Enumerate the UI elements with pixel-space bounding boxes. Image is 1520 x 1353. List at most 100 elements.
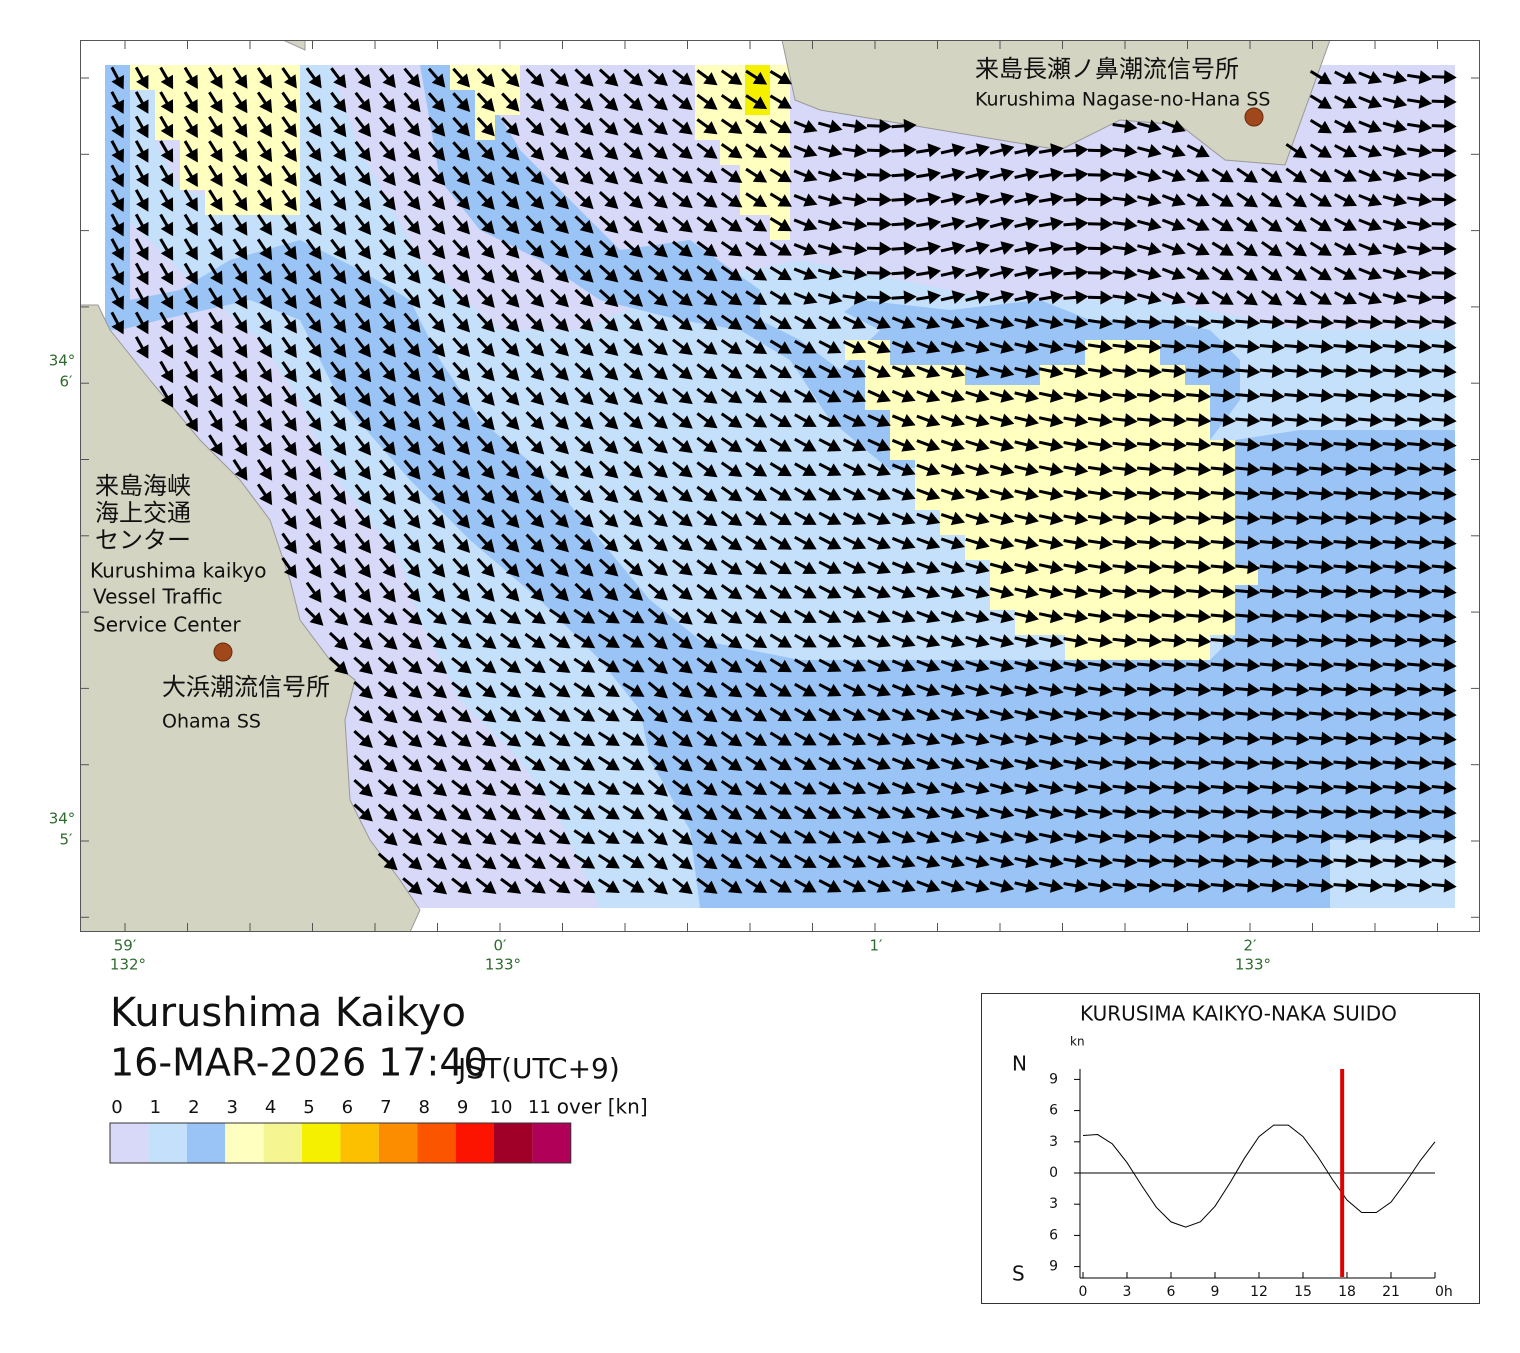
current-arrow	[159, 140, 174, 163]
current-arrow	[452, 67, 471, 88]
current-arrow	[110, 66, 124, 90]
current-arrow	[647, 142, 668, 160]
current-arrow	[1284, 413, 1310, 428]
current-arrow	[1112, 780, 1138, 795]
current-arrow	[745, 608, 768, 624]
current-arrow	[891, 757, 916, 771]
current-arrow	[1038, 388, 1064, 403]
legend-swatch	[302, 1123, 341, 1163]
current-arrow	[1014, 437, 1040, 452]
current-arrow	[1407, 266, 1433, 281]
current-arrow	[1407, 633, 1433, 648]
current-arrow	[1063, 560, 1089, 575]
current-arrow	[1186, 291, 1210, 305]
current-arrow	[232, 336, 248, 359]
current-arrow	[378, 116, 396, 137]
current-arrow	[1038, 413, 1064, 428]
current-arrow	[1382, 658, 1408, 673]
current-arrow	[549, 313, 569, 332]
current-arrow	[794, 633, 817, 648]
current-arrow	[891, 732, 916, 746]
current-arrow	[793, 193, 818, 207]
current-arrow	[867, 879, 891, 893]
current-arrow	[989, 364, 1015, 379]
current-arrow	[1333, 486, 1359, 501]
current-arrow	[940, 511, 966, 526]
current-arrow	[867, 265, 893, 281]
current-arrow	[281, 287, 297, 310]
current-arrow	[525, 533, 545, 553]
lon-label: 133°	[485, 956, 521, 974]
current-arrow	[1112, 707, 1138, 722]
current-arrow	[208, 434, 223, 457]
current-arrow	[818, 389, 842, 403]
current-arrow	[1161, 829, 1187, 844]
current-arrow	[647, 166, 668, 184]
current-arrow	[597, 853, 620, 869]
current-arrow	[281, 214, 297, 236]
current-arrow	[940, 707, 966, 722]
current-arrow	[281, 189, 297, 212]
current-arrow	[256, 287, 273, 310]
current-arrow	[647, 607, 668, 625]
current-arrow	[1137, 805, 1163, 820]
current-arrow	[208, 360, 223, 383]
current-arrow	[524, 657, 546, 674]
current-arrow	[720, 216, 743, 232]
current-arrow	[549, 141, 569, 161]
x-tick-label: 6	[1167, 1284, 1176, 1300]
current-arrow	[1161, 266, 1186, 281]
current-arrow	[720, 437, 743, 453]
current-arrow	[1087, 413, 1113, 428]
current-arrow	[1357, 682, 1384, 697]
map-frame	[80, 40, 1480, 932]
current-arrow	[696, 485, 718, 502]
current-arrow	[1259, 829, 1285, 844]
current-arrow	[574, 141, 594, 161]
current-arrow	[1284, 633, 1310, 648]
current-arrow	[916, 438, 941, 452]
current-arrow	[1112, 364, 1138, 379]
current-arrow	[1210, 756, 1236, 771]
current-arrow	[1112, 805, 1138, 820]
current-arrow	[524, 608, 546, 625]
current-arrow	[696, 363, 718, 380]
current-arrow	[818, 438, 842, 452]
current-arrow	[403, 459, 421, 480]
current-arrow	[720, 94, 743, 110]
current-arrow	[1431, 707, 1457, 722]
current-arrow	[426, 632, 448, 650]
current-arrow	[1431, 462, 1457, 477]
current-arrow	[500, 632, 522, 649]
current-arrow	[1137, 168, 1162, 183]
current-arrow	[377, 852, 398, 871]
current-arrow	[1431, 437, 1457, 452]
current-arrow	[1333, 413, 1359, 428]
current-arrow	[598, 484, 619, 503]
current-arrow	[623, 289, 644, 307]
current-arrow	[940, 683, 966, 697]
legend-label: 11	[528, 1097, 551, 1118]
current-arrow	[1235, 756, 1261, 771]
current-arrow	[1407, 437, 1433, 452]
current-arrow	[549, 362, 569, 381]
current-arrow	[330, 361, 347, 383]
current-arrow	[403, 410, 421, 431]
current-arrow	[1210, 658, 1236, 673]
current-arrow	[1063, 315, 1089, 330]
current-arrow	[452, 92, 471, 112]
current-arrow	[1137, 144, 1162, 158]
current-arrow	[696, 632, 718, 649]
current-arrow	[476, 92, 495, 112]
current-arrow	[1284, 731, 1310, 746]
current-arrow	[1161, 682, 1187, 697]
legend-label: 9	[457, 1097, 468, 1118]
current-arrow	[647, 730, 668, 748]
current-arrow	[1014, 388, 1040, 403]
current-arrow	[1161, 805, 1187, 820]
current-arrow	[794, 413, 817, 427]
current-arrow	[1382, 511, 1408, 526]
current-arrow	[1014, 756, 1040, 771]
current-arrow	[426, 754, 448, 772]
